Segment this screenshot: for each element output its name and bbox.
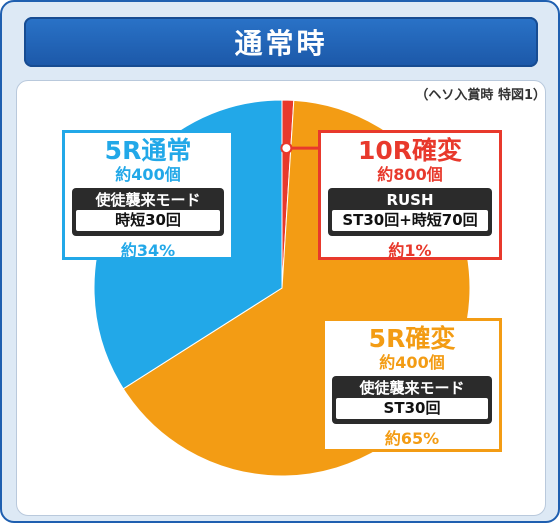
title-banner: 通常時 — [24, 17, 538, 67]
mode-name: 使徒襲来モード — [359, 379, 465, 397]
label-percent: 約34% — [120, 241, 176, 260]
label-title: 5R確変 — [368, 324, 456, 353]
leader-dot-10r — [280, 142, 293, 155]
mode-name: RUSH — [386, 191, 434, 209]
page-title: 通常時 — [234, 27, 328, 60]
chart-note: （ヘソ入賞時 特図1） — [415, 88, 546, 103]
label-title: 10R確変 — [357, 136, 463, 165]
mode-panel: RUSH ST30回+時短70回 — [328, 188, 492, 236]
label-box-10r-kakuhen: 10R確変 約800個 RUSH ST30回+時短70回 約1% — [318, 130, 502, 260]
mode-name: 使徒襲来モード — [95, 191, 201, 209]
label-box-5r-kakuhen: 5R確変 約400個 使徒襲来モード ST30回 約65% — [322, 318, 502, 452]
label-count: 約400個 — [115, 165, 181, 184]
label-title: 5R通常 — [104, 136, 192, 165]
mode-panel: 使徒襲来モード ST30回 — [332, 376, 492, 424]
label-box-5r-normal: 5R通常 約400個 使徒襲来モード 時短30回 約34% — [62, 130, 234, 260]
label-count: 約800個 — [377, 165, 443, 184]
mode-panel: 使徒襲来モード 時短30回 — [72, 188, 224, 236]
mode-detail: ST30回+時短70回 — [332, 210, 488, 231]
label-percent: 約1% — [388, 241, 432, 260]
mode-detail: 時短30回 — [76, 210, 220, 231]
label-count: 約400個 — [379, 353, 445, 372]
mode-detail: ST30回 — [336, 398, 488, 419]
label-percent: 約65% — [384, 429, 440, 448]
